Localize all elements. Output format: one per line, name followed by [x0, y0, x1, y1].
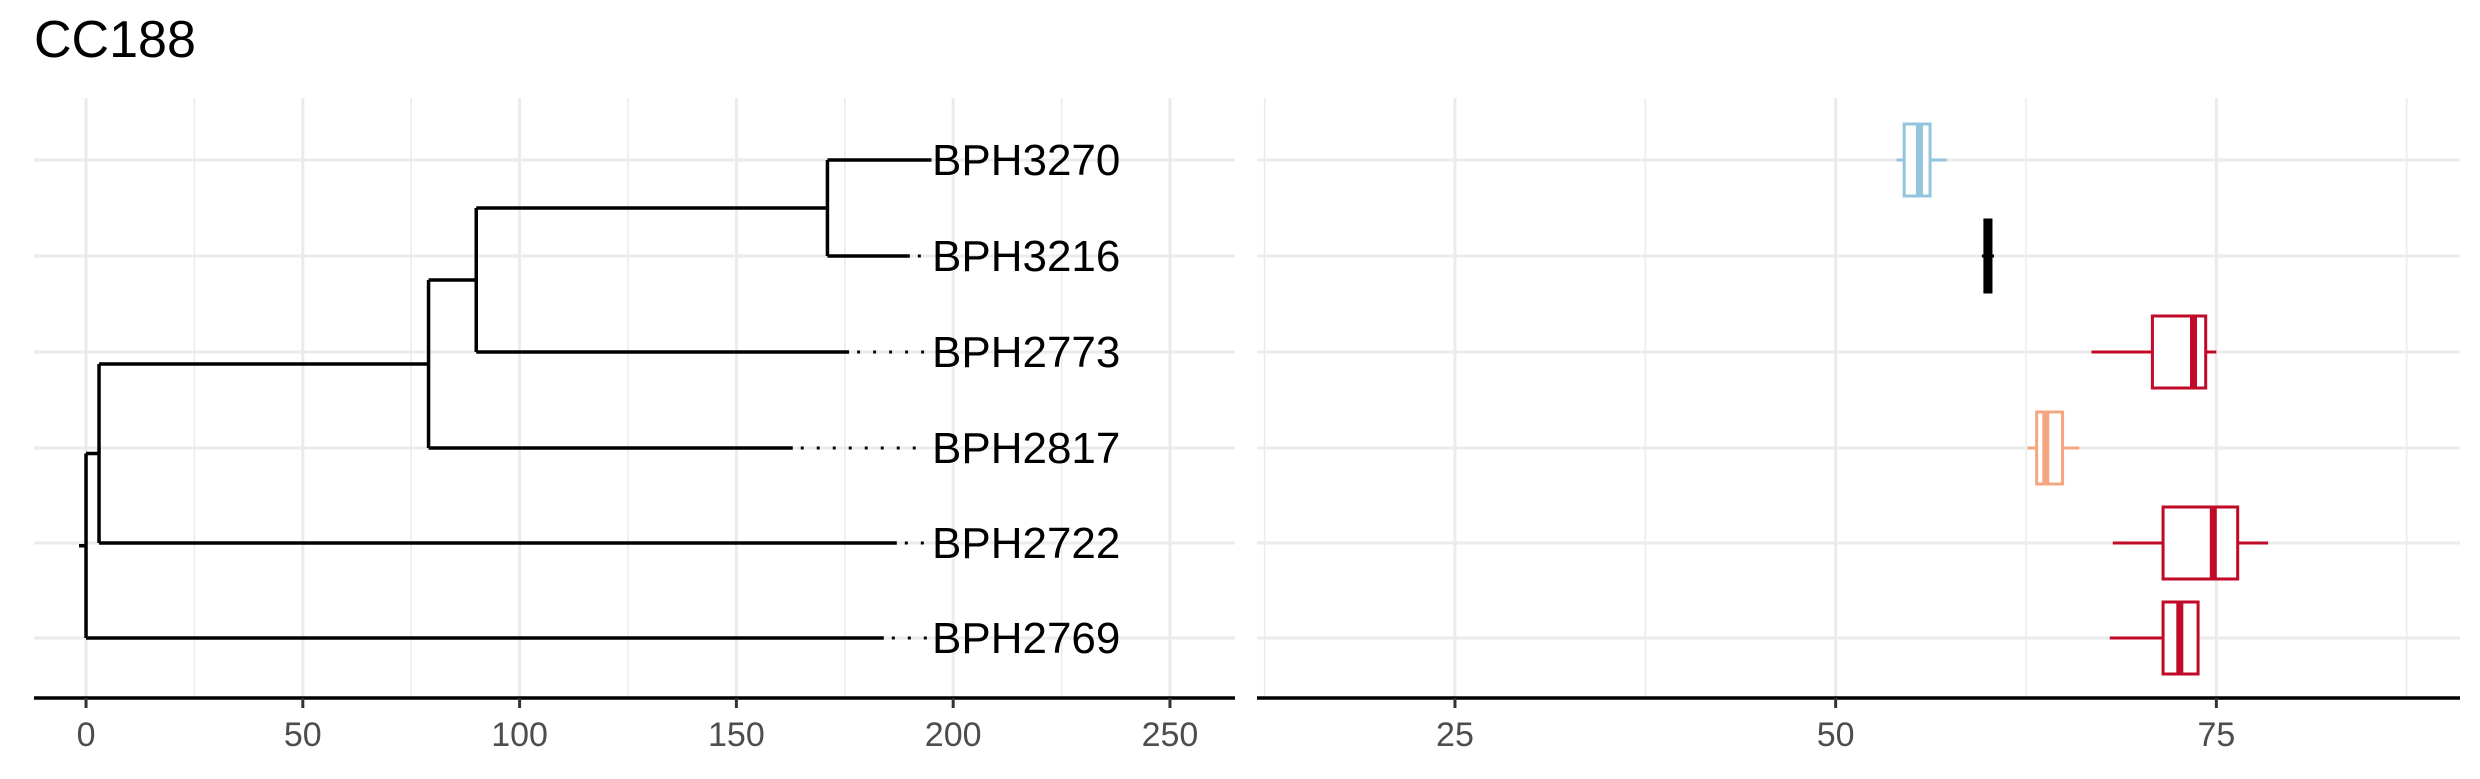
box-body	[2161, 505, 2240, 581]
tree-x-tick-label: 250	[1142, 716, 1199, 754]
boxplot-bph2722	[2112, 505, 2269, 581]
box-x-tick-label: 25	[1436, 716, 1474, 754]
tree-x-tick-label: 200	[925, 716, 982, 754]
boxplot-bph2773	[2091, 314, 2217, 390]
box-body	[2150, 314, 2208, 390]
tip-label: BPH2773	[932, 328, 1120, 377]
boxplot-bph3216	[1981, 218, 1995, 294]
boxplot-panel: 25 50 75	[1257, 98, 2460, 754]
boxplot-bph2817	[2027, 410, 2080, 486]
tip-label: BPH2769	[932, 614, 1120, 663]
chart-title: CC188	[34, 11, 196, 69]
box-x-tick-label: 50	[1817, 716, 1855, 754]
tree-x-tick-label: 100	[491, 716, 548, 754]
tree-x-tick-label: 0	[77, 716, 96, 754]
boxplot-bph2769	[2109, 600, 2200, 676]
tree-panel: BPH3270 BPH3216 BPH2773 BPH2817 BPH2722 BPH27…	[34, 98, 1235, 754]
box-x-tick-label: 75	[2197, 716, 2235, 754]
tip-label: BPH2817	[932, 424, 1120, 473]
tip-label: BPH3270	[932, 136, 1120, 185]
boxplot-bph3270	[1896, 122, 1947, 198]
tip-label: BPH3216	[932, 232, 1120, 281]
tip-label: BPH2722	[932, 519, 1120, 568]
box-body	[2035, 410, 2065, 486]
tree-x-tick-label: 50	[284, 716, 322, 754]
tree-x-tick-label: 150	[708, 716, 765, 754]
